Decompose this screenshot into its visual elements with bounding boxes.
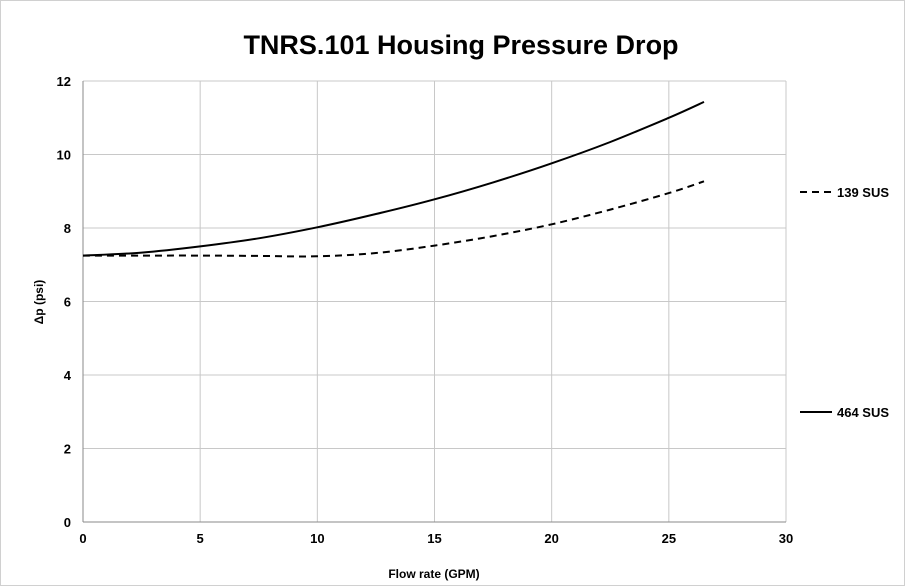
plot-border: [82, 81, 786, 523]
x-tick-label: 25: [662, 531, 676, 546]
y-axis-label: Δp (psi): [32, 280, 46, 325]
legend: 139 SUS 464 SUS: [800, 185, 889, 420]
y-tick-label: 2: [64, 442, 71, 457]
y-tick-label: 8: [64, 221, 71, 236]
x-tick-label: 10: [310, 531, 324, 546]
series-line-1: [82, 180, 705, 258]
x-axis-label: Flow rate (GPM): [388, 567, 479, 581]
series-line-2: [82, 100, 705, 257]
x-axis-ticks: 0 5 10 15 20 25 30: [79, 531, 793, 546]
legend-label-1: 139 SUS: [837, 185, 889, 200]
series-layer: [82, 100, 705, 258]
legend-label-2: 464 SUS: [837, 405, 889, 420]
y-axis-ticks: 0 2 4 6 8 10 12: [57, 74, 72, 530]
y-tick-label: 4: [64, 368, 72, 383]
grid: [82, 80, 787, 523]
x-tick-label: 30: [779, 531, 793, 546]
y-tick-label: 6: [64, 295, 71, 310]
chart-title: TNRS.101 Housing Pressure Drop: [243, 30, 678, 60]
x-tick-label: 0: [79, 531, 86, 546]
x-tick-label: 15: [427, 531, 441, 546]
x-tick-label: 20: [544, 531, 558, 546]
x-tick-label: 5: [197, 531, 204, 546]
y-tick-label: 0: [64, 515, 71, 530]
y-tick-label: 12: [57, 74, 71, 89]
y-tick-label: 10: [57, 148, 71, 163]
